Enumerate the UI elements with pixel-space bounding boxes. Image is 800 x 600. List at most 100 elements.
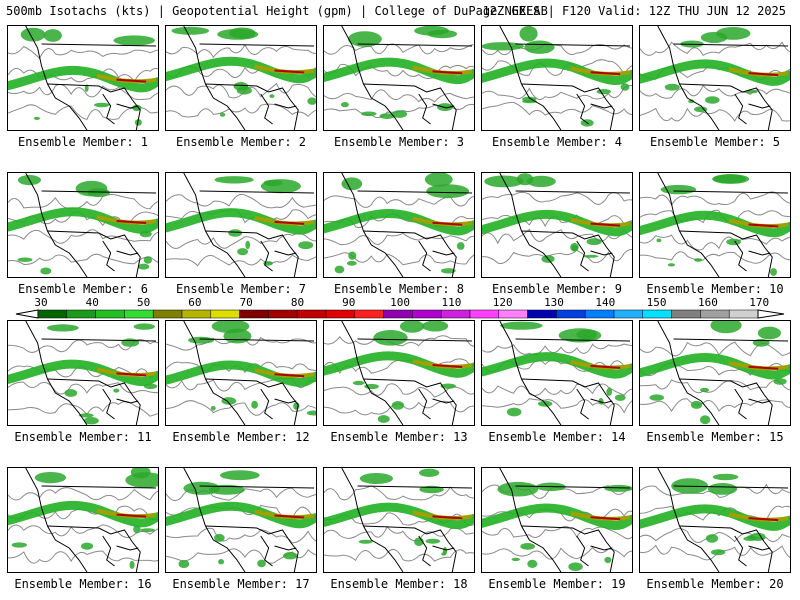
colorbar-swatch [181, 309, 212, 319]
colorbar-tick-label: 140 [595, 296, 616, 309]
ensemble-member-caption: Ensemble Member: 10 [646, 282, 784, 296]
member-map-graphic [324, 468, 474, 572]
colorbar-swatch [469, 309, 500, 319]
colorbar-swatch [239, 309, 269, 319]
member-map-graphic [482, 26, 632, 130]
ensemble-member-caption: Ensemble Member: 15 [646, 430, 784, 444]
member-map-graphic [166, 173, 316, 277]
colorbar-swatch [556, 309, 586, 319]
header-run-info: 12Z GEFS | F120 Valid: 12Z THU JUN 12 20… [482, 4, 786, 18]
header-title: 500mb Isotachs (kts) | Geopotential Heig… [6, 4, 548, 18]
ensemble-member-map [7, 25, 159, 131]
ensemble-member-caption: Ensemble Member: 1 [17, 135, 149, 149]
ensemble-member-caption: Ensemble Member: 11 [14, 430, 152, 444]
colorbar-tick-label: 130 [544, 296, 564, 309]
member-map-graphic [640, 321, 790, 425]
member-map-graphic [482, 321, 632, 425]
member-map-graphic [640, 173, 790, 277]
colorbar-swatch [613, 309, 644, 319]
colorbar-tick-label: 90 [342, 296, 356, 309]
colorbar-swatch [383, 309, 413, 319]
member-map-graphic [324, 173, 474, 277]
member-map-graphic [324, 321, 474, 425]
ensemble-member-map [481, 320, 633, 426]
colorbar-swatch [728, 309, 759, 319]
colorbar-swatch [296, 309, 327, 319]
ensemble-member-map [481, 172, 633, 278]
colorbar-swatch [440, 309, 471, 319]
member-map-graphic [8, 321, 158, 425]
ensemble-member-caption: Ensemble Member: 18 [330, 577, 468, 591]
ensemble-member-caption: Ensemble Member: 5 [649, 135, 781, 149]
member-map-graphic [166, 26, 316, 130]
ensemble-member-caption: Ensemble Member: 14 [488, 430, 626, 444]
ensemble-member-caption: Ensemble Member: 4 [491, 135, 623, 149]
colorbar-tick-label: 30 [34, 296, 48, 309]
colorbar-swatch [268, 309, 298, 319]
colorbar-tick-label: 160 [697, 296, 718, 309]
colorbar-swatch [498, 309, 528, 319]
colorbar-tick-label: 80 [290, 296, 305, 309]
ensemble-member-caption: Ensemble Member: 16 [14, 577, 152, 591]
colorbar-swatch [354, 309, 384, 319]
ensemble-member-caption: Ensemble Member: 12 [172, 430, 310, 444]
member-map-graphic [8, 26, 158, 130]
colorbar-swatch [642, 309, 672, 319]
ensemble-member-map [639, 25, 791, 131]
ensemble-member-map [323, 320, 475, 426]
colorbar-tick-label: 60 [188, 296, 202, 309]
colorbar-tick-label: 70 [239, 296, 253, 309]
ensemble-member-map [639, 172, 791, 278]
colorbar-left-arrow [15, 309, 39, 319]
ensemble-member-map [7, 467, 159, 573]
ensemble-member-caption: Ensemble Member: 2 [175, 135, 307, 149]
colorbar-tick-label: 120 [492, 296, 513, 309]
colorbar-swatch [700, 309, 730, 319]
colorbar-swatch [412, 309, 442, 319]
ensemble-member-caption: Ensemble Member: 13 [330, 430, 468, 444]
ensemble-member-map [165, 172, 317, 278]
colorbar-swatch [210, 309, 240, 319]
ensemble-member-map [165, 467, 317, 573]
member-map-graphic [324, 26, 474, 130]
colorbar-swatch [124, 309, 154, 319]
ensemble-member-caption: Ensemble Member: 9 [491, 282, 623, 296]
member-map-graphic [8, 173, 158, 277]
colorbar-tick-label: 150 [646, 296, 667, 309]
map-header: 500mb Isotachs (kts) | Geopotential Heig… [0, 0, 800, 22]
colorbar-swatch [66, 309, 96, 319]
ensemble-member-caption: Ensemble Member: 20 [646, 577, 784, 591]
member-map-graphic [482, 468, 632, 572]
ensemble-member-caption: Ensemble Member: 8 [333, 282, 465, 296]
member-map-graphic [482, 173, 632, 277]
colorbar-swatch [527, 309, 557, 319]
isotach-colorbar [15, 309, 785, 319]
colorbar-tick-label: 170 [749, 296, 770, 309]
colorbar-tick-label: 110 [441, 296, 462, 309]
ensemble-member-map [481, 25, 633, 131]
ensemble-member-map [323, 25, 475, 131]
ensemble-member-map [639, 467, 791, 573]
colorbar-swatch [95, 309, 125, 319]
colorbar-tick-label: 40 [85, 296, 99, 309]
ensemble-member-map [323, 467, 475, 573]
ensemble-member-caption: Ensemble Member: 19 [488, 577, 626, 591]
colorbar-right-arrow [757, 309, 785, 319]
ensemble-member-caption: Ensemble Member: 6 [17, 282, 149, 296]
member-map-graphic [166, 321, 316, 425]
member-map-graphic [166, 468, 316, 572]
colorbar-swatch [325, 309, 356, 319]
member-map-graphic [640, 26, 790, 130]
ensemble-member-map [165, 320, 317, 426]
colorbar-swatch [37, 309, 68, 319]
ensemble-member-map [7, 320, 159, 426]
ensemble-member-caption: Ensemble Member: 17 [172, 577, 310, 591]
colorbar-swatch [671, 309, 701, 319]
member-map-graphic [8, 468, 158, 572]
member-map-graphic [640, 468, 790, 572]
ensemble-member-map [639, 320, 791, 426]
ensemble-member-map [481, 467, 633, 573]
colorbar-tick-label: 50 [136, 296, 151, 309]
ensemble-member-map [323, 172, 475, 278]
ensemble-member-map [7, 172, 159, 278]
